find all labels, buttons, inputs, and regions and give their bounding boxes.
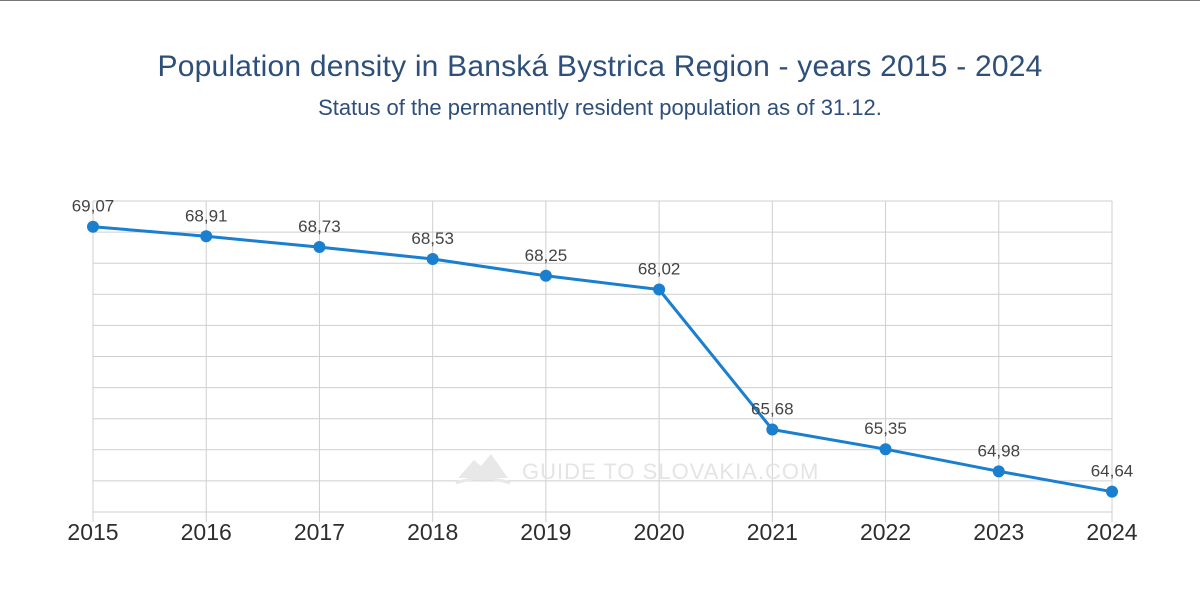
watermark-text: GUIDE TO SLOVAKIA.COM bbox=[522, 459, 819, 484]
data-label: 64,64 bbox=[1091, 462, 1134, 481]
x-tick-label: 2015 bbox=[67, 519, 118, 545]
data-point bbox=[200, 230, 213, 243]
data-label: 65,35 bbox=[864, 419, 907, 438]
data-point bbox=[1106, 485, 1118, 498]
x-tick-label: 2016 bbox=[181, 519, 232, 545]
mountain-logo-icon bbox=[455, 454, 511, 485]
data-point bbox=[539, 269, 552, 282]
watermark: GUIDE TO SLOVAKIA.COM bbox=[455, 454, 819, 485]
data-point bbox=[992, 465, 1005, 478]
data-point bbox=[653, 283, 666, 296]
data-label: 68,53 bbox=[411, 229, 454, 248]
data-label: 68,91 bbox=[185, 206, 228, 225]
x-tick-label: 2024 bbox=[1086, 519, 1137, 545]
series bbox=[87, 220, 1118, 498]
data-point bbox=[87, 220, 99, 233]
x-tick-label: 2017 bbox=[294, 519, 345, 545]
x-tick-label: 2023 bbox=[973, 519, 1024, 545]
data-point bbox=[879, 443, 892, 456]
data-point bbox=[426, 253, 439, 266]
x-axis-ticks: 2015 2016 2017 2018 2019 2020 2021 2022 2023 2024 bbox=[67, 519, 1137, 545]
x-tick-label: 2019 bbox=[520, 519, 571, 545]
x-tick-label: 2021 bbox=[747, 519, 798, 545]
data-label: 68,02 bbox=[638, 260, 681, 279]
x-tick-label: 2020 bbox=[634, 519, 685, 545]
x-tick-label: 2018 bbox=[407, 519, 458, 545]
chart-subtitle: Status of the permanently resident popul… bbox=[318, 95, 882, 120]
chart-title: Population density in Banská Bystrica Re… bbox=[157, 50, 1043, 83]
data-label: 69,07 bbox=[72, 197, 115, 216]
series-line bbox=[92, 225, 1113, 494]
x-tick-label: 2022 bbox=[860, 519, 911, 545]
data-point bbox=[313, 241, 326, 254]
data-point bbox=[766, 423, 779, 436]
data-label: 68,73 bbox=[298, 217, 341, 236]
data-label: 68,25 bbox=[525, 246, 568, 265]
data-labels: 69,07 68,91 68,73 68,53 68,25 68,02 65,68 65,35… bbox=[72, 197, 1134, 481]
grid bbox=[92, 200, 1113, 522]
data-label: 65,68 bbox=[751, 399, 794, 418]
top-border bbox=[0, 0, 1200, 1]
data-label: 64,98 bbox=[978, 441, 1021, 460]
